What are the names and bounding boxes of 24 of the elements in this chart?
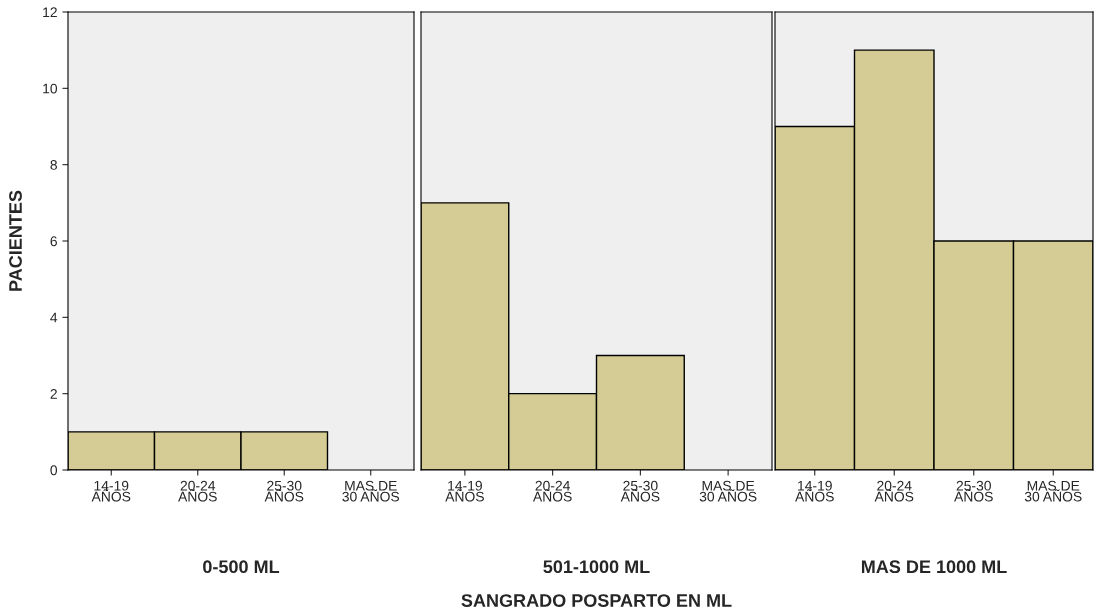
- y-tick-label: 2: [50, 389, 57, 399]
- y-tick-label: 8: [50, 160, 57, 170]
- y-tick-label: 10: [43, 83, 58, 94]
- x-tick-label: 14-19 AÑOS: [445, 480, 484, 502]
- y-tick-label: 0: [50, 465, 58, 476]
- text: SANGRADO POSPARTO EN ML: [461, 594, 732, 607]
- y-tick-label: 12: [43, 7, 57, 18]
- x-tick-label: 14-19 AÑOS: [91, 480, 131, 502]
- x-tick-label: 20-24 AÑOS: [178, 480, 217, 502]
- x-axis-title: MAS DE 1000 ML: [861, 560, 1007, 574]
- y-tick-label: 6: [50, 236, 57, 247]
- x-tick-label: MAS DE 30 AÑOS: [342, 480, 400, 502]
- x-tick-label: 20-24 AÑOS: [874, 480, 914, 502]
- y-axis-title: PACIENTES: [9, 190, 22, 291]
- x-axis-title: 501-1000 ML: [543, 560, 650, 574]
- x-tick-label: MAS DE 30 AÑOS: [699, 480, 757, 502]
- y-tick-label: 4: [50, 312, 58, 323]
- x-tick-label: 20-24 AÑOS: [532, 480, 572, 502]
- x-axis-title: 0-500 ML: [203, 560, 280, 574]
- x-tick-label: 25-30 AÑOS: [264, 480, 304, 502]
- x-tick-label: 14-19 AÑOS: [795, 480, 834, 502]
- x-tick-label: 25-30 AÑOS: [954, 480, 993, 502]
- x-tick-label: MAS DE 30 AÑOS: [1024, 480, 1082, 502]
- x-tick-label: 25-30 AÑOS: [620, 480, 660, 502]
